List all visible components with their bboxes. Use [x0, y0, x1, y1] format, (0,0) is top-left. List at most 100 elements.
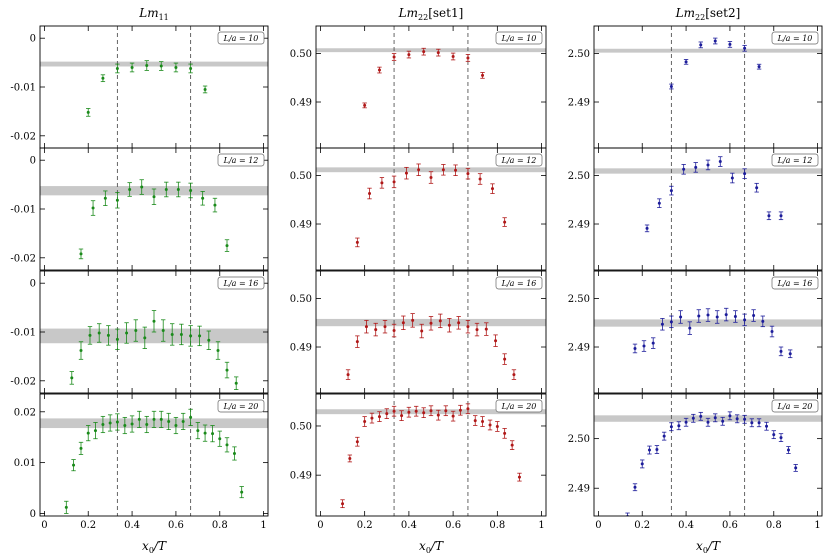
- svg-text:L/a = 16: L/a = 16: [501, 279, 537, 288]
- data-point: [347, 454, 353, 463]
- x-tick-label: 0.6: [445, 520, 461, 531]
- data-point: [362, 102, 367, 109]
- data-point: [458, 404, 463, 416]
- y-tick-label: 0: [30, 509, 36, 520]
- plateau-band: [594, 319, 822, 327]
- data-point: [786, 446, 791, 454]
- data-point: [480, 72, 485, 79]
- data-point: [86, 108, 91, 117]
- data-point: [355, 436, 360, 447]
- x-tick-label: 0.2: [80, 520, 96, 531]
- data-point: [428, 405, 434, 417]
- y-tick-label: 2.49: [568, 98, 590, 109]
- x-tick-label: 0.4: [678, 520, 694, 531]
- y-tick-label: 2.49: [568, 220, 590, 231]
- data-point: [129, 415, 135, 433]
- panel-4-2: 0.50 0.49 0 0.2 0.4 0.6 0.8 1 L/a = 20: [290, 393, 547, 531]
- data-point: [399, 410, 404, 421]
- data-point: [683, 59, 689, 65]
- data-point: [441, 164, 446, 176]
- series-points: [625, 411, 798, 516]
- data-point: [511, 369, 517, 380]
- data-point: [340, 499, 345, 509]
- data-point: [647, 445, 652, 455]
- y-tick-label: -0.01: [10, 328, 36, 339]
- data-point: [751, 309, 756, 322]
- data-point: [391, 53, 397, 61]
- data-point: [698, 411, 703, 421]
- data-point: [151, 310, 157, 333]
- data-point: [484, 322, 489, 336]
- data-point: [509, 440, 515, 450]
- data-point: [660, 318, 665, 331]
- data-point: [391, 175, 397, 189]
- y-tick-label: 0.49: [290, 343, 312, 354]
- data-point: [377, 411, 382, 422]
- data-point: [713, 37, 718, 45]
- row-label: L/a = 20: [217, 399, 265, 413]
- svg-text:L/a = 20: L/a = 20: [777, 402, 813, 411]
- data-point: [129, 62, 135, 73]
- data-point: [124, 322, 129, 344]
- svg-text:L/a = 20: L/a = 20: [223, 402, 259, 411]
- data-point: [718, 156, 723, 167]
- data-point: [742, 44, 747, 52]
- data-point: [373, 322, 378, 337]
- data-point: [179, 323, 184, 346]
- data-point: [749, 418, 755, 428]
- data-point: [180, 412, 186, 430]
- data-point: [474, 322, 480, 337]
- data-point: [382, 319, 388, 334]
- row-label: L/a = 10: [495, 31, 543, 45]
- data-point: [188, 63, 193, 74]
- data-point: [687, 321, 693, 335]
- data-point: [713, 413, 718, 423]
- data-point: [406, 406, 412, 418]
- data-point: [151, 188, 157, 206]
- data-point: [495, 421, 500, 432]
- panel-3-1: 0 -0.01 -0.02 L/a = 16: [10, 270, 269, 394]
- x-axis-label: x0/T: [696, 539, 721, 554]
- data-point: [404, 166, 409, 180]
- data-point: [760, 315, 766, 328]
- data-point: [197, 325, 202, 347]
- data-point: [202, 424, 208, 442]
- y-tick-label: 0: [30, 34, 36, 45]
- data-point: [106, 325, 111, 346]
- data-point: [115, 192, 120, 209]
- column-title-1: Lm11: [138, 6, 169, 22]
- svg-text:L/a = 12: L/a = 12: [223, 156, 259, 165]
- data-point: [379, 177, 385, 189]
- y-tick-label: -0.01: [10, 83, 36, 94]
- panel-2-1: 0 -0.01 -0.02 L/a = 12: [10, 147, 269, 271]
- row-label: L/a = 20: [771, 399, 819, 413]
- data-point: [159, 410, 164, 428]
- data-point: [764, 421, 769, 431]
- data-point: [100, 415, 106, 434]
- x-tick-label: 1: [260, 520, 266, 531]
- data-point: [188, 408, 193, 426]
- data-point: [210, 425, 215, 443]
- data-point: [232, 446, 237, 461]
- series-points: [86, 60, 208, 117]
- x-tick-label: 0.2: [357, 520, 373, 531]
- panel-frame: [593, 270, 823, 394]
- data-point: [103, 190, 108, 206]
- data-point: [367, 187, 372, 200]
- data-point: [362, 416, 367, 427]
- data-point: [78, 341, 84, 360]
- plateau-band: [594, 168, 822, 174]
- y-tick-label: 0.49: [290, 471, 312, 482]
- data-point: [161, 319, 166, 342]
- y-tick-label: 0.49: [290, 98, 312, 109]
- data-point: [480, 416, 485, 427]
- data-point: [742, 168, 747, 179]
- data-point: [166, 412, 171, 430]
- data-point: [377, 66, 382, 74]
- data-point: [406, 50, 412, 59]
- data-point: [195, 422, 201, 440]
- column-title-2: Lm22[set1]: [398, 6, 464, 22]
- data-point: [217, 430, 222, 447]
- data-point: [465, 403, 471, 415]
- x-tick-label: 0.4: [401, 520, 417, 531]
